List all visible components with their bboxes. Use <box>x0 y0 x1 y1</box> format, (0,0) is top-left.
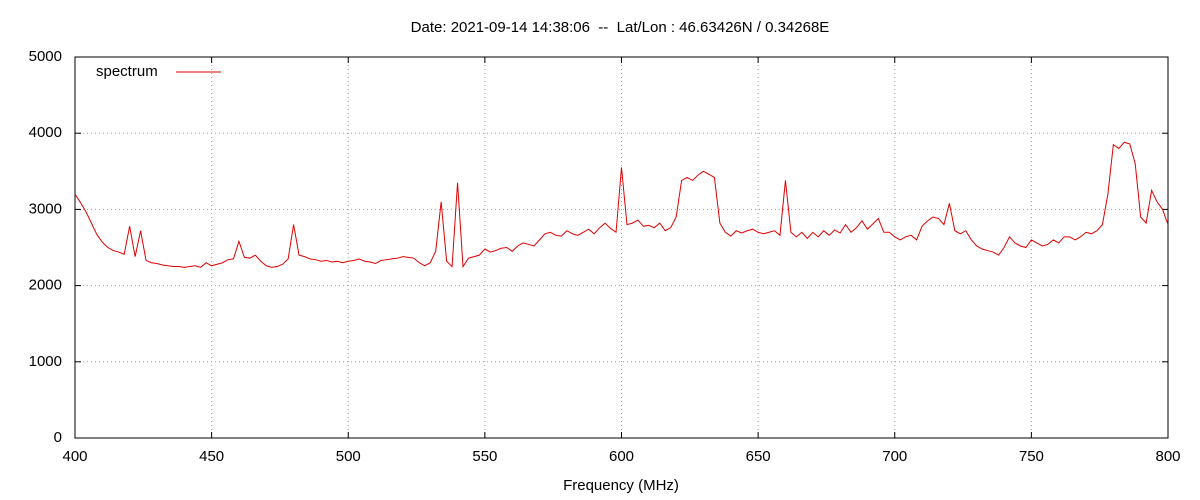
x-tick-label: 550 <box>472 448 497 465</box>
x-tick-label: 650 <box>746 448 771 465</box>
y-tick-label: 5000 <box>29 48 62 65</box>
y-tick-label: 1000 <box>29 353 62 370</box>
y-tick-label: 4000 <box>29 124 62 141</box>
x-tick-label: 750 <box>1019 448 1044 465</box>
y-tick-label: 2000 <box>29 277 62 294</box>
x-tick-label: 500 <box>336 448 361 465</box>
y-tick-label: 3000 <box>29 200 62 217</box>
legend-label: spectrum <box>96 63 158 80</box>
spectrum-line <box>74 141 1169 269</box>
y-tick-label: 0 <box>54 429 62 446</box>
x-axis-label: Frequency (MHz) <box>563 477 679 494</box>
x-tick-label: 450 <box>199 448 224 465</box>
x-tick-label: 700 <box>882 448 907 465</box>
plot-frame <box>74 56 1169 439</box>
x-tick-label: 800 <box>1155 448 1180 465</box>
x-tick-label: 600 <box>609 448 634 465</box>
chart-title: Date: 2021-09-14 14:38:06 -- Lat/Lon : 4… <box>411 19 830 36</box>
x-tick-label: 400 <box>62 448 87 465</box>
